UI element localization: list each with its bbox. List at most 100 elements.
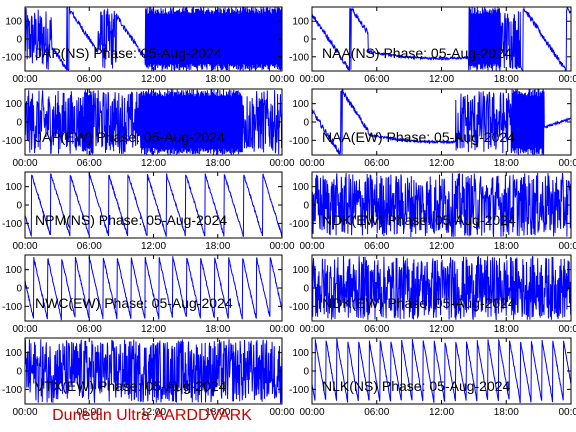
phase-panel-5: 100 0 -100 00:00 06:00 12:00 18:00 00:00 NPM(NS)… — [2, 171, 295, 252]
panel-title: NDK(EW) Phase: 05-Aug-2024 — [322, 212, 516, 228]
panel-title: NLK(NS) Phase: 05-Aug-2024 — [322, 378, 511, 394]
phase-panel-2: 100 0 -100 00:00 06:00 12:00 18:00 00:00 NAA(NS)… — [289, 6, 576, 85]
y-tick-label: 0 — [16, 118, 22, 129]
y-tick-label: 100 — [5, 182, 22, 193]
panel-title: NAA(EW) Phase: 05-Aug-2024 — [322, 129, 515, 145]
x-tick-label: 12:00 — [429, 158, 454, 169]
x-tick-label: 00:00 — [269, 407, 294, 418]
panel-title: JAP(NS) Phase: 05-Aug-2024 — [35, 45, 222, 61]
x-tick-label: 06:00 — [364, 407, 389, 418]
x-tick-label: 06:00 — [77, 324, 102, 335]
x-tick-label: 12:00 — [429, 324, 454, 335]
x-tick-label: 12:00 — [429, 74, 454, 85]
y-tick-label: 0 — [303, 367, 309, 378]
x-tick-label: 12:00 — [141, 241, 166, 252]
phase-trace — [311, 88, 572, 157]
y-tick-label: -100 — [289, 136, 309, 147]
x-tick-label: 00:00 — [269, 241, 294, 252]
y-tick-label: 0 — [16, 201, 22, 212]
x-tick-label: 06:00 — [77, 158, 102, 169]
x-tick-label: 12:00 — [141, 74, 166, 85]
y-tick-label: 100 — [292, 17, 309, 28]
x-tick-label: 12:00 — [141, 324, 166, 335]
y-tick-label: 0 — [303, 35, 309, 46]
phase-panel-4: 100 0 -100 00:00 06:00 12:00 18:00 00:00 NAA(EW)… — [289, 88, 576, 169]
panel-title: JAP(EW) Phase: 05-Aug-2024 — [35, 129, 225, 145]
x-tick-label: 12:00 — [141, 407, 166, 418]
x-tick-label: 12:00 — [429, 241, 454, 252]
y-tick-label: -100 — [2, 219, 22, 230]
x-tick-label: 00:00 — [12, 407, 37, 418]
x-tick-label: 00:00 — [12, 324, 37, 335]
y-tick-label: -100 — [2, 136, 22, 147]
footer-label: Dunedin Ultra AARDDVARK — [52, 407, 252, 424]
y-tick-label: -100 — [2, 385, 22, 396]
y-tick-label: -100 — [289, 302, 309, 313]
phase-trace — [311, 6, 572, 72]
x-tick-label: 18:00 — [205, 74, 230, 85]
y-tick-label: 100 — [5, 265, 22, 276]
phase-panel-9: 100 0 -100 00:00 06:00 12:00 18:00 00:00 VTX(EW)… — [2, 337, 295, 418]
x-tick-label: 18:00 — [494, 407, 519, 418]
panel-title: NPM(NS) Phase: 05-Aug-2024 — [35, 212, 227, 228]
y-tick-label: 0 — [16, 35, 22, 46]
phase-trace — [24, 339, 283, 405]
phase-panel-10: 100 0 -100 00:00 06:00 12:00 18:00 00:00 NLK(NS)… — [289, 337, 576, 418]
x-tick-label: 00:00 — [299, 158, 324, 169]
y-tick-label: 100 — [292, 265, 309, 276]
panel-title: NWC(EW) Phase: 05-Aug-2024 — [35, 295, 233, 311]
y-tick-label: 100 — [5, 348, 22, 359]
x-tick-label: 06:00 — [77, 241, 102, 252]
x-tick-label: 06:00 — [77, 74, 102, 85]
phase-panel-6: 100 0 -100 00:00 06:00 12:00 18:00 00:00 NDK(EW)… — [289, 171, 576, 252]
x-tick-label: 00:00 — [299, 324, 324, 335]
x-tick-label: 00:00 — [558, 241, 576, 252]
x-tick-label: 18:00 — [494, 158, 519, 169]
y-tick-label: 100 — [5, 17, 22, 28]
x-tick-label: 18:00 — [205, 241, 230, 252]
phase-trace — [24, 256, 283, 321]
phase-panel-8: 100 0 -100 00:00 06:00 12:00 18:00 00:00 NDK(EW)… — [289, 254, 576, 335]
phase-panel-7: 100 0 -100 00:00 06:00 12:00 18:00 00:00 NWC(EW)… — [2, 254, 295, 335]
panel-title: NAA(NS) Phase: 05-Aug-2024 — [322, 45, 512, 61]
x-tick-label: 06:00 — [364, 74, 389, 85]
x-tick-label: 00:00 — [12, 158, 37, 169]
y-tick-label: -100 — [289, 385, 309, 396]
x-tick-label: 06:00 — [364, 241, 389, 252]
x-tick-label: 18:00 — [205, 158, 230, 169]
phase-trace — [24, 5, 283, 72]
x-tick-label: 18:00 — [205, 407, 230, 418]
x-tick-label: 18:00 — [494, 241, 519, 252]
y-tick-label: -100 — [2, 302, 22, 313]
x-tick-label: 06:00 — [364, 158, 389, 169]
x-tick-label: 06:00 — [364, 324, 389, 335]
phase-trace — [24, 89, 283, 156]
y-tick-label: 100 — [5, 99, 22, 110]
y-tick-label: 0 — [16, 284, 22, 295]
x-tick-label: 18:00 — [494, 74, 519, 85]
x-tick-label: 00:00 — [558, 74, 576, 85]
panel-title: VTX(EW) Phase: 05-Aug-2024 — [35, 378, 227, 394]
phase-panel-1: 100 0 -100 00:00 06:00 12:00 18:00 00:00 JAP(NS)… — [2, 5, 295, 85]
x-tick-label: 00:00 — [12, 74, 37, 85]
x-tick-label: 00:00 — [269, 158, 294, 169]
y-tick-label: 100 — [292, 182, 309, 193]
x-tick-label: 12:00 — [141, 158, 166, 169]
y-tick-label: 0 — [303, 284, 309, 295]
x-tick-label: 00:00 — [299, 74, 324, 85]
x-tick-label: 00:00 — [299, 407, 324, 418]
y-tick-label: 100 — [292, 348, 309, 359]
panel-title: NDK(EW) Phase: 05-Aug-2024 — [322, 295, 516, 311]
phase-panel-3: 100 0 -100 00:00 06:00 12:00 18:00 00:00 JAP(EW)… — [2, 88, 295, 169]
x-tick-label: 00:00 — [558, 158, 576, 169]
y-tick-label: -100 — [289, 52, 309, 63]
x-tick-label: 00:00 — [558, 324, 576, 335]
phase-trace — [311, 255, 572, 321]
phase-trace — [311, 172, 572, 238]
x-tick-label: 00:00 — [269, 324, 294, 335]
phase-trace — [311, 338, 572, 404]
y-tick-label: 0 — [303, 118, 309, 129]
y-tick-label: -100 — [289, 219, 309, 230]
x-tick-label: 12:00 — [429, 407, 454, 418]
y-tick-label: -100 — [2, 52, 22, 63]
